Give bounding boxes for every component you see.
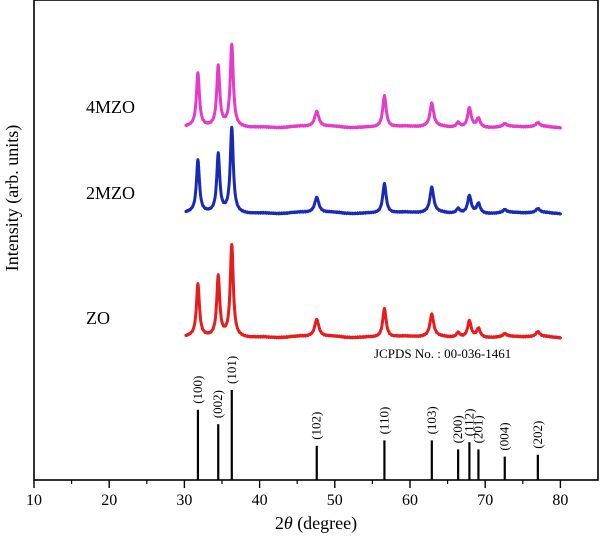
x-tick-label: 20 bbox=[101, 492, 117, 509]
reference-peak-label: (202) bbox=[530, 421, 545, 449]
diffraction-patterns bbox=[184, 42, 562, 340]
reference-peak-label: (201) bbox=[470, 415, 485, 443]
x-tick-label: 50 bbox=[327, 492, 343, 509]
reference-peak-label: (100) bbox=[190, 376, 205, 404]
series-label-2mzo: 2MZO bbox=[86, 183, 135, 203]
reference-peak-label: (110) bbox=[376, 407, 391, 435]
plot-frame bbox=[33, 0, 599, 481]
reference-peak-label: (200) bbox=[450, 415, 465, 443]
reference-peak-label: (103) bbox=[424, 406, 439, 434]
x-tick-label: 30 bbox=[176, 492, 192, 509]
series-label-zo: ZO bbox=[86, 308, 110, 328]
x-tick-label: 10 bbox=[26, 492, 42, 509]
series-labels: 4MZO 2MZO ZO bbox=[86, 97, 135, 328]
series-line-4mzo bbox=[184, 42, 562, 130]
x-axis-ticks: 10 20 30 40 50 60 70 80 bbox=[26, 480, 568, 509]
x-tick-label: 40 bbox=[252, 492, 268, 509]
reference-peak-label: (112) bbox=[461, 409, 476, 437]
series-line-2mzo bbox=[184, 125, 562, 216]
y-axis-label: Intensity (arb. units) bbox=[2, 125, 23, 271]
reference-peak-label: (102) bbox=[309, 412, 324, 440]
reference-peak-label: (002) bbox=[210, 390, 225, 418]
reference-peak-label: (004) bbox=[497, 422, 512, 450]
x-tick-label: 70 bbox=[477, 492, 493, 509]
series-line-zo bbox=[184, 242, 562, 340]
x-axis-label-suffix: (degree) bbox=[293, 513, 357, 534]
x-axis-label: 2θ (degree) bbox=[275, 513, 357, 534]
series-label-4mzo: 4MZO bbox=[86, 97, 135, 117]
reference-peaks: (100) (002) (101) (102) (110) (103) (200)(112)… bbox=[190, 356, 545, 480]
x-tick-label: 60 bbox=[402, 492, 418, 509]
reference-peak-label: (101) bbox=[224, 356, 239, 384]
jcpds-label: JCPDS No. : 00-036-1461 bbox=[374, 346, 511, 361]
x-axis-label-symbol: θ bbox=[284, 513, 293, 533]
x-axis-label-prefix: 2 bbox=[275, 513, 284, 533]
x-tick-label: 80 bbox=[552, 492, 568, 509]
